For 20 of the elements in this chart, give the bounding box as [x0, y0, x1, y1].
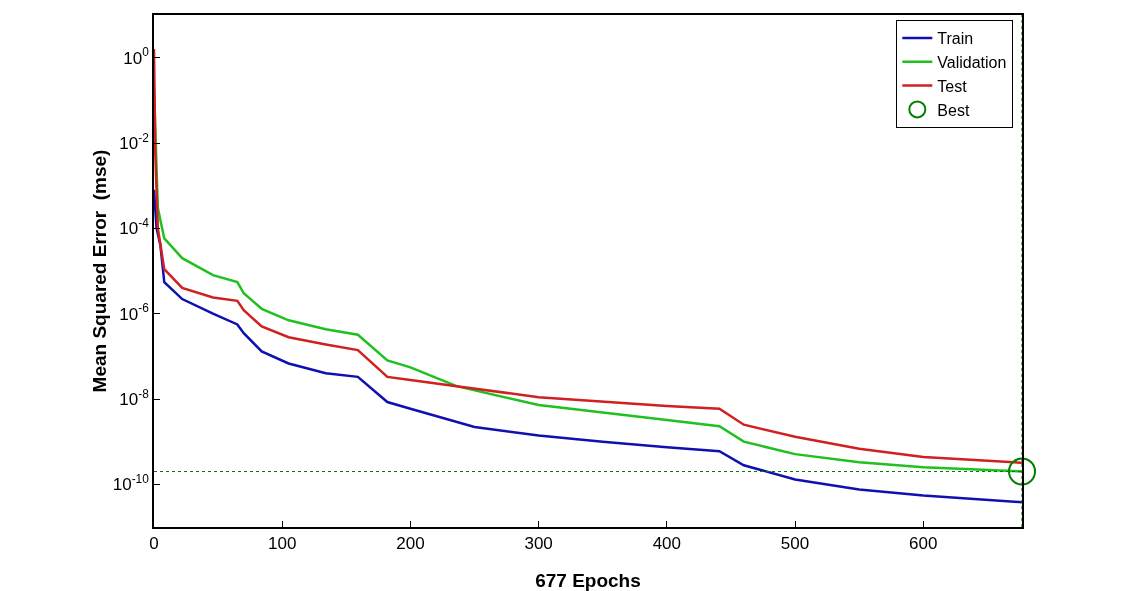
y-tick-label: 10$^{-4}$	[119, 216, 150, 239]
x-axis-title: 677 Epochs	[535, 570, 641, 591]
legend-label: Train	[937, 30, 974, 48]
line-series	[154, 188, 1022, 504]
legend-label: Test	[937, 77, 968, 95]
y-tick-label: 10$^{-2}$	[119, 130, 150, 153]
legend-label: Best	[937, 101, 970, 119]
y-tick-label: 10$^{0}$	[123, 45, 150, 68]
x-tick-label: 500	[780, 534, 810, 554]
y-tick-label: 10$^{-10}$	[112, 472, 150, 495]
x-tick-label: 200	[396, 534, 425, 554]
y-tick-label: 10$^{-8}$	[119, 386, 150, 409]
legend-label: Validation	[937, 54, 1007, 72]
x-tick-label: 100	[268, 534, 297, 554]
x-tick-label: 400	[652, 534, 682, 554]
x-tick-label: 0	[149, 534, 159, 554]
x-tick-label: 600	[909, 534, 938, 554]
x-tick-label: 300	[524, 534, 553, 554]
y-axis-title: Mean Squared Error (mse)	[88, 149, 110, 393]
y-tick-label: 10$^{-6}$	[119, 301, 150, 324]
